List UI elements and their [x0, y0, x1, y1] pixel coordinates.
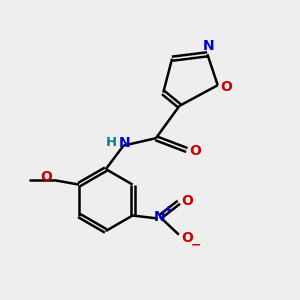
Text: O: O [181, 231, 193, 245]
Text: +: + [164, 205, 172, 214]
Text: O: O [40, 170, 52, 184]
Text: O: O [189, 145, 201, 158]
Text: N: N [154, 210, 166, 224]
Text: N: N [203, 39, 215, 53]
Text: −: − [191, 238, 201, 251]
Text: O: O [181, 194, 193, 208]
Text: O: O [220, 80, 232, 94]
Text: H: H [106, 136, 117, 149]
Text: N: N [118, 136, 130, 150]
